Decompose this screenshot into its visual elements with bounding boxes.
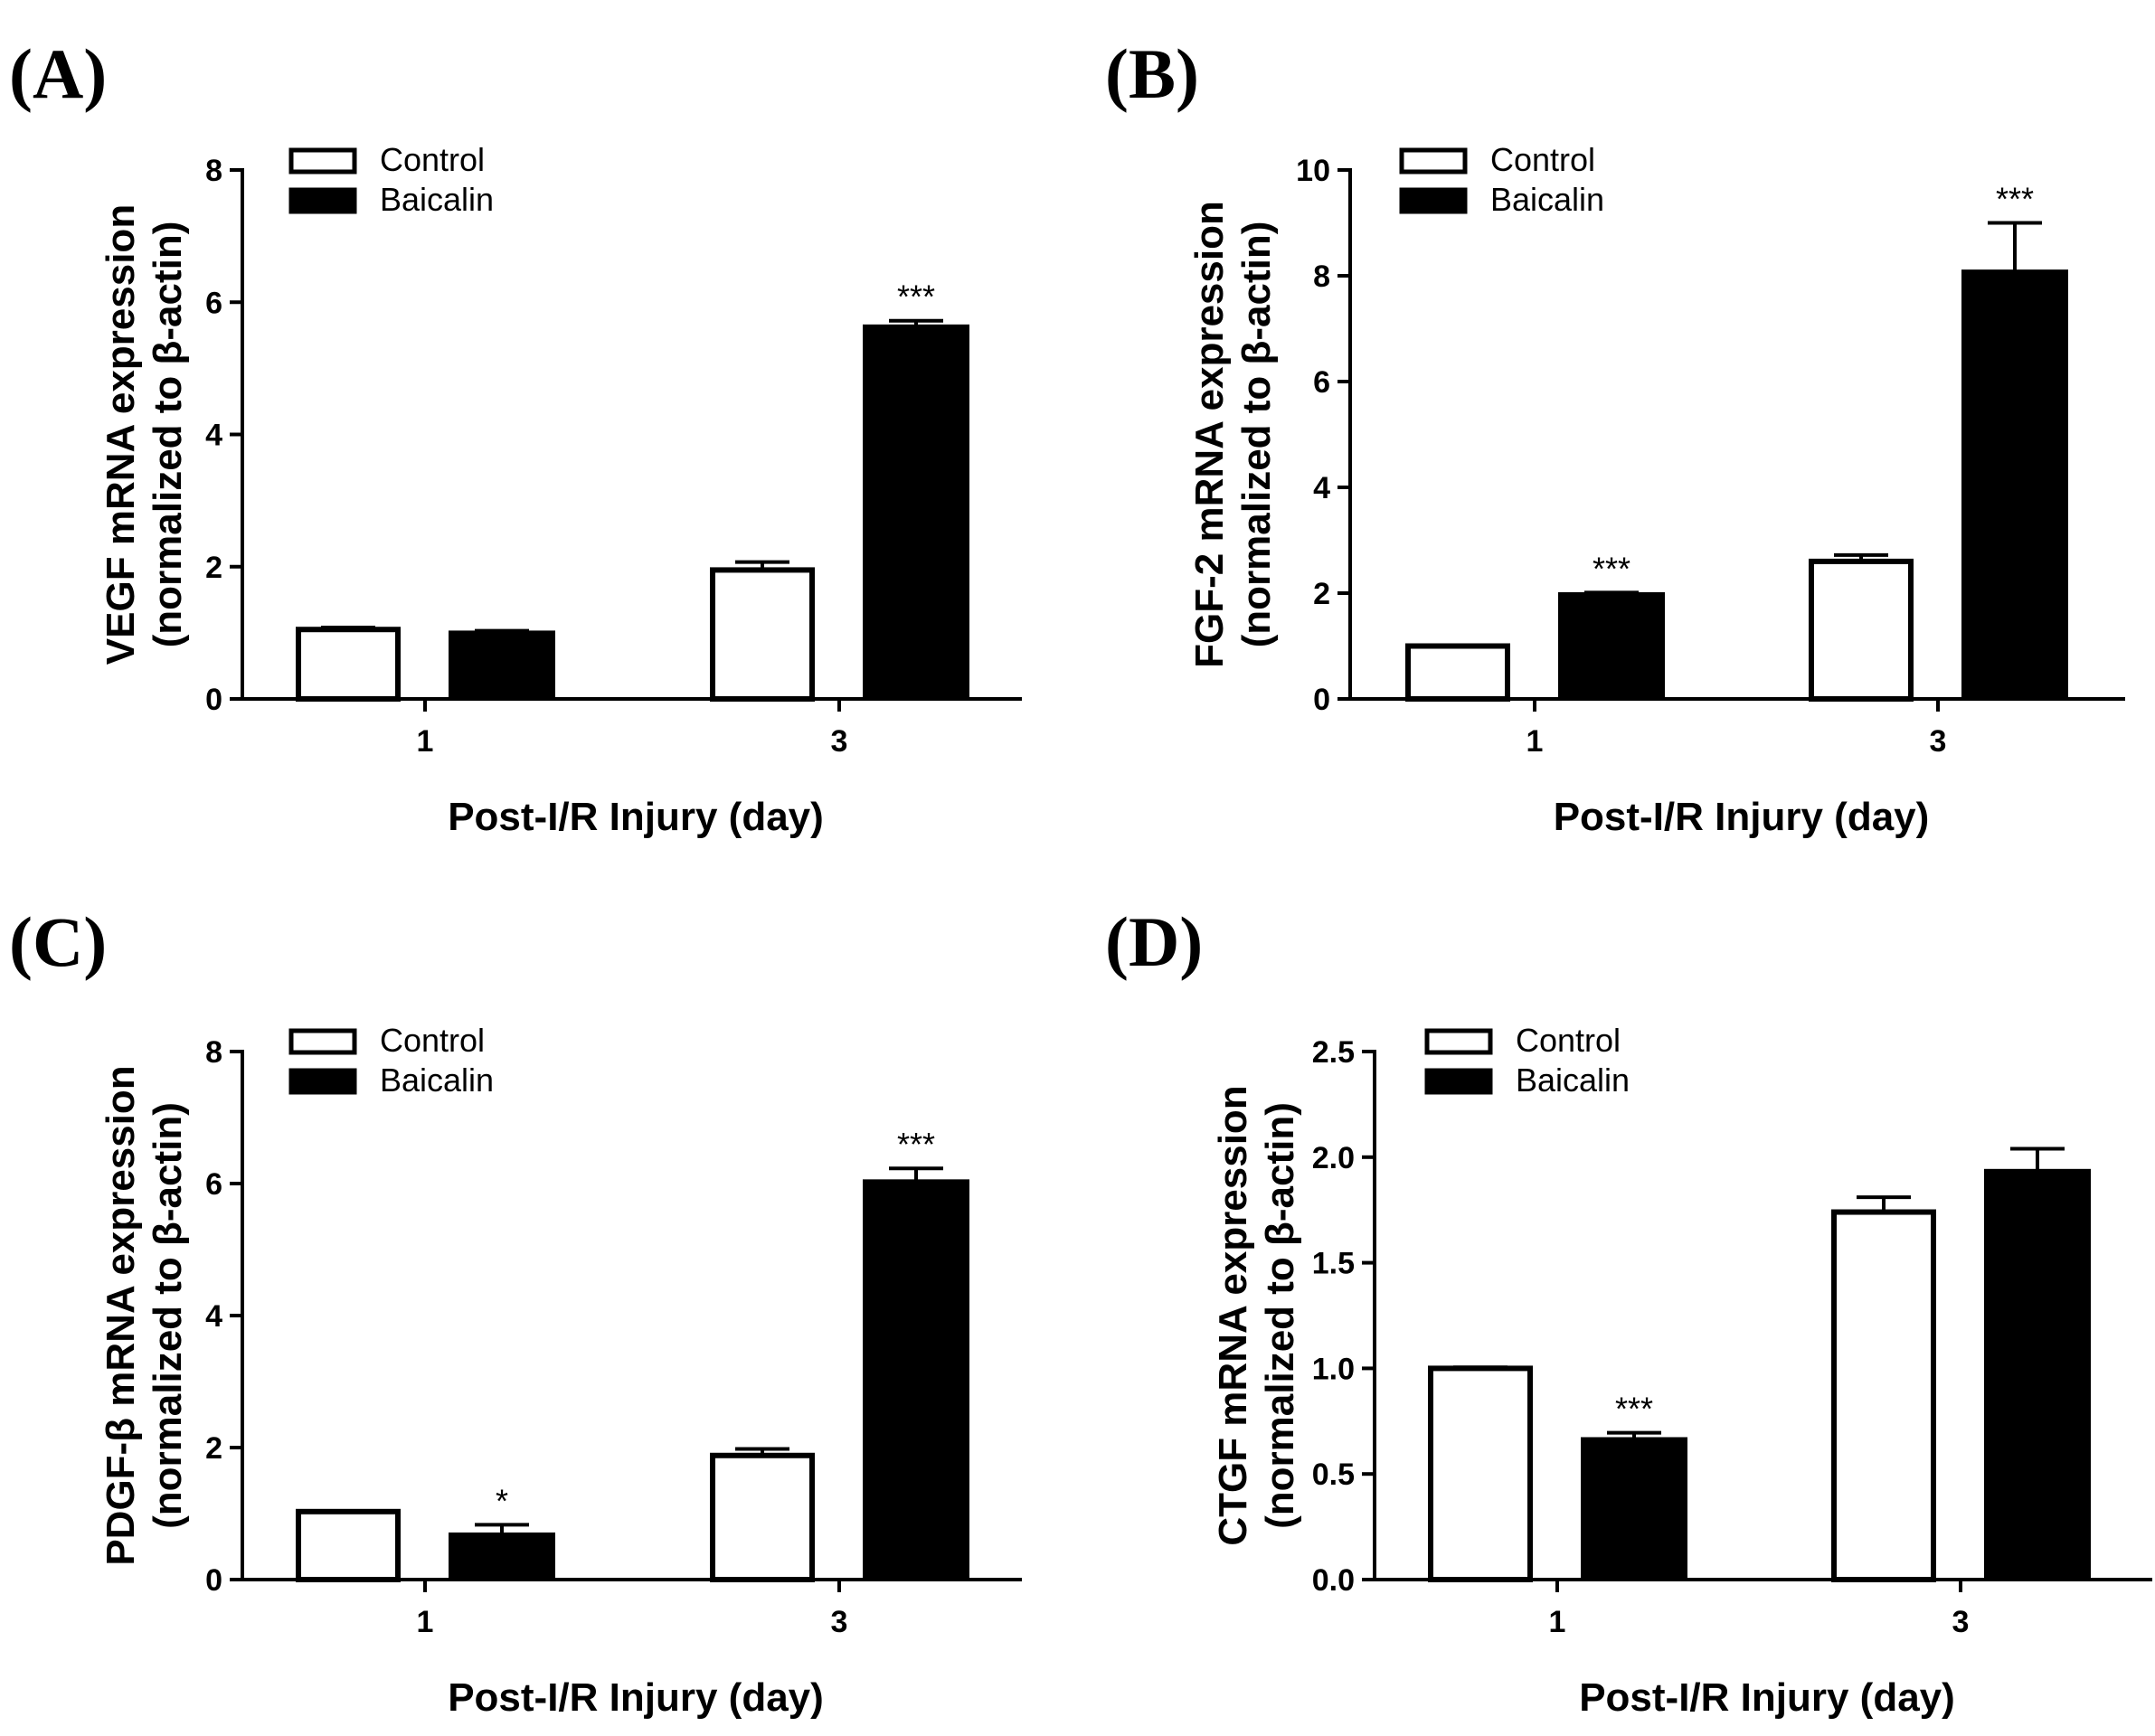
y-axis-title-line1: FGF-2 mRNA expression — [1187, 201, 1232, 668]
x-tick-label: 3 — [1952, 1605, 1970, 1639]
panel-a: (A) 0 2 4 6 8 1 3 Post-I/R Injury (day) VEGF mRNA… — [9, 34, 1022, 839]
panel-letter: (A) — [9, 34, 107, 113]
significance-marker: *** — [897, 1126, 935, 1163]
y-axis-title-line1: PDGF-β mRNA expression — [99, 1065, 143, 1565]
panel-b: (B) 0 2 4 6 8 10 1 3 Post-I/R Injury (day) FGF-2 m… — [1105, 34, 2125, 839]
panel-letter: (B) — [1105, 34, 1199, 113]
y-tick-label: 4 — [205, 419, 222, 453]
bar-baicalin — [1961, 269, 2068, 700]
legend-label: Control — [1516, 1022, 1621, 1059]
y-tick-label: 8 — [1313, 259, 1330, 294]
panel-c: (C) 0 2 4 6 8 1 3 Post-I/R Injury (day) PDGF-β mR… — [9, 902, 1022, 1720]
y-tick-label: 0 — [205, 1563, 222, 1598]
bar-baicalin — [1558, 592, 1665, 700]
x-axis-title: Post-I/R Injury (day) — [448, 1675, 824, 1720]
bar-control — [1405, 643, 1510, 702]
legend-swatch-baicalin — [1399, 187, 1468, 214]
y-axis-title-line2: (normalized to β-actin) — [1234, 222, 1279, 648]
x-tick-label: 3 — [831, 1605, 848, 1639]
significance-marker: *** — [1996, 181, 2034, 218]
bar-baicalin — [863, 1179, 969, 1580]
y-tick-label: 4 — [205, 1299, 222, 1334]
legend-swatch-control — [288, 1028, 357, 1055]
legend-label: Baicalin — [1490, 181, 1604, 218]
y-tick-label: 1.0 — [1312, 1352, 1355, 1386]
x-tick-label: 3 — [1930, 724, 1947, 759]
bar-control — [1809, 558, 1914, 703]
bar-control — [710, 567, 815, 702]
bar-baicalin — [1581, 1437, 1687, 1581]
legend-swatch-control — [288, 147, 357, 175]
legend-swatch-baicalin — [288, 1068, 357, 1095]
significance-marker: *** — [1593, 550, 1630, 587]
y-tick-label: 6 — [205, 1167, 222, 1202]
y-tick-label: 4 — [1313, 471, 1330, 505]
legend-label: Baicalin — [380, 181, 494, 218]
significance-marker: *** — [897, 278, 935, 316]
legend-label: Control — [1490, 141, 1595, 178]
x-axis-title: Post-I/R Injury (day) — [1579, 1675, 1955, 1720]
x-tick-label: 1 — [417, 724, 434, 759]
y-tick-label: 6 — [1313, 365, 1330, 400]
y-tick-label: 8 — [205, 1035, 222, 1070]
bar-baicalin — [449, 630, 555, 700]
y-axis-title-line1: VEGF mRNA expression — [99, 204, 143, 665]
panel-letter: (C) — [9, 902, 107, 981]
y-tick-label: 2 — [1313, 577, 1330, 611]
bar-control — [1831, 1209, 1936, 1582]
y-tick-label: 0.0 — [1312, 1563, 1355, 1598]
y-tick-label: 6 — [205, 286, 222, 320]
bar-baicalin — [1984, 1168, 2091, 1581]
y-axis-title-line2: (normalized to β-actin) — [146, 1102, 190, 1529]
bar-baicalin — [863, 324, 969, 700]
legend-label: Baicalin — [380, 1061, 494, 1099]
y-axis-title-line1: CTGF mRNA expression — [1211, 1085, 1255, 1545]
y-axis-title-line2: (normalized to β-actin) — [1258, 1102, 1302, 1529]
y-tick-label: 2.0 — [1312, 1141, 1355, 1175]
panel-letter: (D) — [1105, 902, 1203, 981]
legend-swatch-control — [1399, 147, 1468, 175]
x-tick-label: 1 — [417, 1605, 434, 1639]
y-tick-label: 2 — [205, 551, 222, 585]
panel-d: (D) 0.0 0.5 1.0 1.5 2.0 2.5 1 3 Post-I/R Injury (… — [1105, 902, 2152, 1720]
bar-control — [710, 1452, 815, 1583]
y-tick-label: 2 — [205, 1431, 222, 1466]
bar-baicalin — [449, 1532, 555, 1581]
legend-swatch-control — [1424, 1028, 1493, 1055]
y-tick-label: 0 — [1313, 683, 1330, 717]
y-tick-label: 0.5 — [1312, 1458, 1355, 1492]
bar-control — [296, 1508, 401, 1583]
x-tick-label: 3 — [831, 724, 848, 759]
legend-label: Control — [380, 1022, 485, 1059]
legend-swatch-baicalin — [1424, 1068, 1493, 1095]
y-tick-label: 0 — [205, 683, 222, 717]
legend-swatch-baicalin — [288, 187, 357, 214]
significance-marker: *** — [1615, 1391, 1653, 1428]
x-axis-title: Post-I/R Injury (day) — [448, 795, 824, 839]
x-tick-label: 1 — [1526, 724, 1544, 759]
x-axis-title: Post-I/R Injury (day) — [1554, 795, 1930, 839]
y-tick-label: 10 — [1296, 154, 1330, 188]
significance-marker: * — [496, 1482, 508, 1519]
bar-control — [1428, 1365, 1533, 1583]
y-tick-label: 2.5 — [1312, 1035, 1355, 1070]
y-tick-label: 1.5 — [1312, 1247, 1355, 1281]
legend-label: Baicalin — [1516, 1061, 1630, 1099]
y-tick-label: 8 — [205, 154, 222, 188]
bar-control — [296, 627, 401, 702]
x-tick-label: 1 — [1549, 1605, 1566, 1639]
legend-label: Control — [380, 141, 485, 178]
y-axis-title-line2: (normalized to β-actin) — [146, 222, 190, 648]
